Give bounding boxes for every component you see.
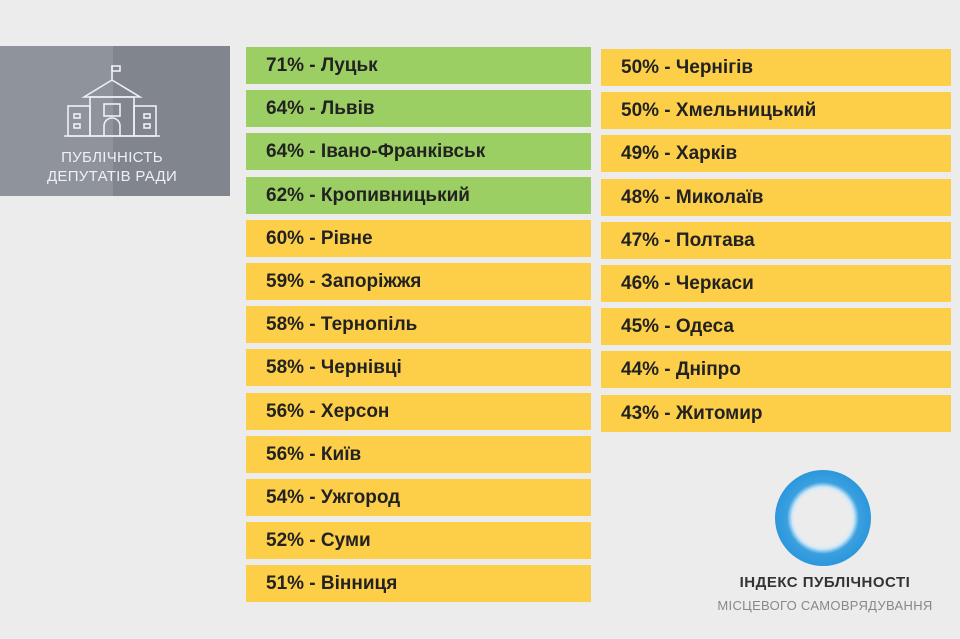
index-logo-ring-icon — [775, 470, 871, 566]
ranking-row: 46% - Черкаси — [601, 265, 951, 302]
ranking-row: 62% - Кропивницький — [246, 176, 591, 214]
ranking-row: 50% - Чернігів — [601, 49, 951, 86]
ranking-row: 43% - Житомир — [601, 394, 951, 432]
ranking-row: 58% - Чернівці — [246, 349, 591, 387]
ranking-row: 58% - Тернопіль — [246, 306, 591, 344]
ranking-row: 49% - Харків — [601, 135, 951, 173]
badge-title-line2: ДЕПУТАТІВ РАДИ — [46, 168, 178, 185]
ranking-row: 54% - Ужгород — [246, 479, 591, 516]
ranking-row: 44% - Дніпро — [601, 351, 951, 389]
ranking-row: 60% - Рівне — [246, 219, 591, 257]
ranking-row: 50% - Хмельницький — [601, 92, 951, 130]
ranking-row: 56% - Херсон — [246, 392, 591, 430]
ranking-row: 64% - Львів — [246, 90, 591, 128]
ranking-row: 64% - Івано-Франківськ — [246, 133, 591, 171]
badge-publicity-of-deputies: ПУБЛІЧНІСТЬ ДЕПУТАТІВ РАДИ — [0, 46, 230, 196]
logo-title: ІНДЕКС ПУБЛІЧНОСТІ — [739, 574, 911, 591]
ranking-row: 45% - Одеса — [601, 308, 951, 346]
ranking-row: 47% - Полтава — [601, 221, 951, 259]
building-icon — [64, 65, 160, 137]
logo-subtitle: МІСЦЕВОГО САМОВРЯДУВАННЯ — [717, 598, 933, 613]
badge-title-line1: ПУБЛІЧНІСТЬ — [61, 149, 163, 166]
ranking-row: 48% - Миколаїв — [601, 178, 951, 216]
ranking-row: 71% - Луцьк — [246, 47, 591, 84]
ranking-row: 51% - Вінниця — [246, 565, 591, 603]
ranking-row: 56% - Київ — [246, 435, 591, 473]
ranking-row: 59% - Запоріжжя — [246, 263, 591, 300]
ranking-row: 52% - Суми — [246, 522, 591, 560]
